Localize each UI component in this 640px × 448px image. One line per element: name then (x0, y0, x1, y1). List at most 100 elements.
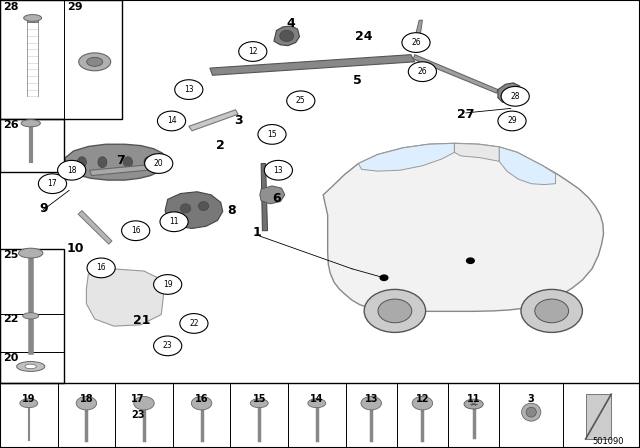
Text: 12: 12 (415, 394, 429, 404)
Text: 16: 16 (131, 226, 141, 235)
Text: 25: 25 (296, 96, 306, 105)
Circle shape (380, 275, 388, 280)
Polygon shape (323, 143, 604, 311)
Circle shape (239, 42, 267, 61)
Ellipse shape (144, 157, 153, 168)
Polygon shape (260, 186, 285, 204)
Text: 2: 2 (216, 139, 225, 152)
Circle shape (157, 111, 186, 131)
Text: 501090: 501090 (593, 437, 624, 446)
Ellipse shape (23, 313, 38, 319)
Polygon shape (586, 394, 611, 439)
Text: 27: 27 (457, 108, 475, 121)
Bar (0, 0, 122, 119)
Circle shape (408, 62, 436, 82)
Circle shape (180, 314, 208, 333)
Text: 10: 10 (67, 242, 84, 255)
Ellipse shape (76, 396, 97, 410)
Text: 29: 29 (67, 2, 83, 12)
Text: 12: 12 (248, 47, 257, 56)
Text: 4: 4 (287, 17, 296, 30)
Text: 13: 13 (273, 166, 284, 175)
Text: 22: 22 (189, 319, 198, 328)
Circle shape (154, 336, 182, 356)
Polygon shape (413, 55, 498, 93)
Ellipse shape (77, 157, 86, 168)
Ellipse shape (464, 399, 483, 409)
Text: 8: 8 (227, 204, 236, 217)
Circle shape (58, 160, 86, 180)
Polygon shape (498, 83, 522, 103)
Text: 9: 9 (39, 202, 48, 215)
Text: 25: 25 (3, 250, 19, 259)
Text: 28: 28 (511, 92, 520, 101)
Ellipse shape (87, 57, 102, 66)
Text: 24: 24 (355, 30, 372, 43)
Text: 18: 18 (67, 166, 76, 175)
Text: 13: 13 (184, 85, 194, 94)
Polygon shape (274, 26, 300, 46)
Text: 19: 19 (163, 280, 173, 289)
Text: 11: 11 (467, 394, 481, 404)
Bar (0, 249, 64, 383)
Text: 26: 26 (3, 120, 19, 129)
Ellipse shape (21, 120, 40, 127)
Polygon shape (27, 19, 38, 22)
Text: 19: 19 (22, 394, 36, 404)
Circle shape (467, 258, 474, 263)
Text: 16: 16 (96, 263, 106, 272)
Text: 21: 21 (133, 314, 151, 327)
Ellipse shape (19, 248, 43, 258)
Circle shape (521, 289, 582, 332)
Circle shape (501, 86, 529, 106)
Polygon shape (454, 143, 499, 161)
Polygon shape (415, 20, 422, 38)
Ellipse shape (361, 396, 381, 410)
Ellipse shape (522, 403, 541, 421)
Text: 1: 1 (253, 226, 262, 240)
Circle shape (402, 33, 430, 52)
Circle shape (160, 212, 188, 232)
Circle shape (145, 154, 173, 173)
Text: 28: 28 (3, 2, 19, 12)
Ellipse shape (191, 396, 212, 410)
Text: 15: 15 (252, 394, 266, 404)
Text: 17: 17 (131, 394, 145, 404)
Ellipse shape (134, 396, 154, 410)
Circle shape (175, 80, 203, 99)
Ellipse shape (124, 157, 132, 168)
Ellipse shape (79, 53, 111, 71)
Circle shape (364, 289, 426, 332)
Ellipse shape (20, 399, 38, 408)
Ellipse shape (17, 362, 45, 371)
Ellipse shape (308, 399, 326, 408)
Polygon shape (210, 55, 415, 75)
Text: 5: 5 (353, 74, 362, 87)
Text: 23: 23 (163, 341, 173, 350)
Ellipse shape (526, 407, 536, 417)
Polygon shape (358, 143, 454, 171)
Text: 29: 29 (507, 116, 517, 125)
Circle shape (287, 91, 315, 111)
Circle shape (498, 111, 526, 131)
Circle shape (87, 258, 115, 278)
Ellipse shape (24, 14, 42, 21)
Text: 26: 26 (411, 38, 421, 47)
Circle shape (38, 174, 67, 194)
Polygon shape (261, 164, 268, 231)
Text: 15: 15 (267, 130, 277, 139)
Ellipse shape (25, 364, 36, 369)
Ellipse shape (180, 204, 191, 213)
Circle shape (378, 299, 412, 323)
Text: 6: 6 (272, 191, 281, 205)
Ellipse shape (198, 202, 209, 211)
Text: 11: 11 (170, 217, 179, 226)
Polygon shape (78, 211, 112, 244)
Circle shape (535, 299, 568, 323)
Text: 26: 26 (417, 67, 428, 76)
Text: 20: 20 (154, 159, 164, 168)
Text: 17: 17 (47, 179, 58, 188)
Circle shape (154, 275, 182, 294)
Circle shape (258, 125, 286, 144)
Text: 14: 14 (166, 116, 177, 125)
